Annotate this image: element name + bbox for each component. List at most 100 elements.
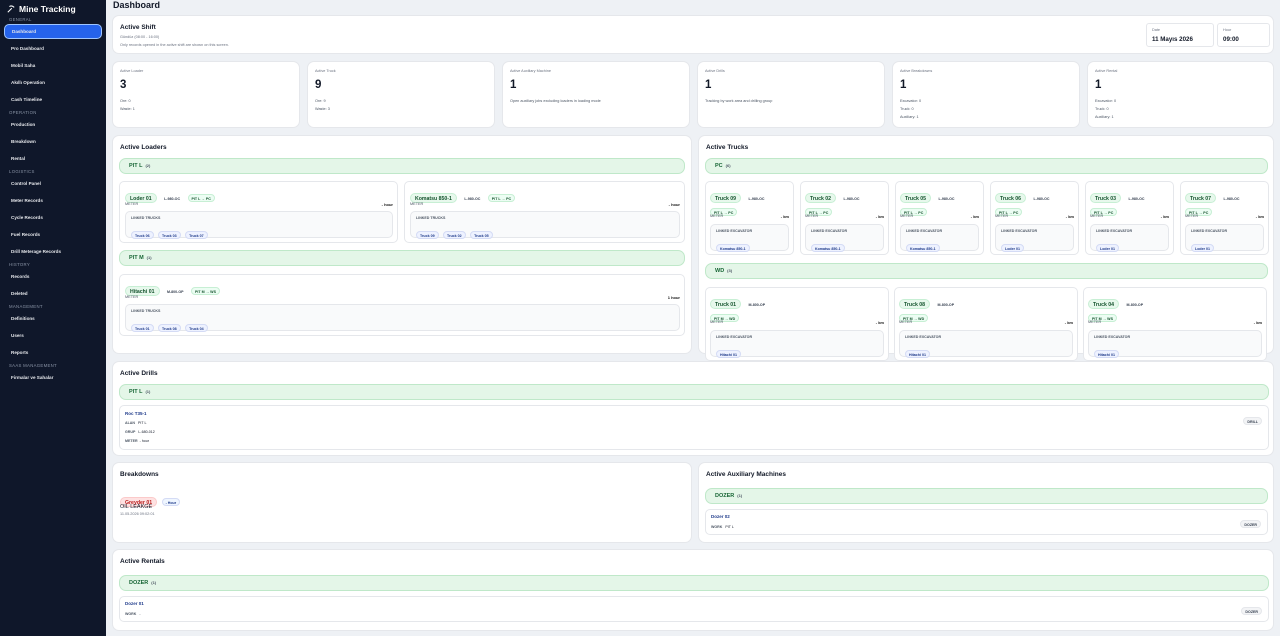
- sidebar-item-deleted[interactable]: Deleted: [11, 291, 28, 296]
- group-header-dozer[interactable]: DOZER (1): [705, 488, 1268, 504]
- linked-excavator-pill[interactable]: Loder 01: [1191, 244, 1214, 252]
- sidebar-item-production[interactable]: Production: [11, 122, 36, 127]
- meter-value: 1 hour: [667, 295, 680, 300]
- linked-truck-pill[interactable]: Truck 05: [470, 231, 493, 239]
- sidebar-item-breakdown[interactable]: Breakdown: [11, 139, 36, 144]
- group-name: PIT L: [129, 389, 143, 395]
- loader-model: L-980-OC: [464, 197, 481, 201]
- group-header-pc[interactable]: PC (6): [705, 158, 1268, 174]
- sidebar-item-fuel-records[interactable]: Fuel Records: [11, 232, 41, 237]
- breakdown-time: 11.05.2026 09:02:01: [120, 512, 155, 516]
- sidebar-item-firmalar[interactable]: Firmalar ve Sahalar: [11, 375, 54, 380]
- meter-label: METER: [125, 439, 138, 443]
- meter-value: - km: [1064, 320, 1073, 325]
- drill-name: Roc T35-1: [125, 411, 147, 416]
- linked-excavator-pill[interactable]: Hitachi 01: [716, 350, 741, 358]
- group-header-wd[interactable]: WD (3): [705, 263, 1268, 279]
- stat-line: Excavator: 0: [900, 99, 922, 103]
- meter-label: METER: [125, 202, 139, 206]
- area-label: ALAN: [125, 421, 135, 425]
- group-header-pit-l[interactable]: PIT L (1): [119, 384, 1269, 400]
- meter-value: - hour: [139, 439, 149, 443]
- work-value: PIT L: [725, 525, 734, 529]
- meter-label: METER: [710, 214, 724, 218]
- truck-card[interactable]: Truck 06 L-980-OC PIT L → PC METER - km LINK…: [990, 181, 1079, 255]
- linked-excavator-pill[interactable]: Hitachi 01: [1094, 350, 1119, 358]
- linked-truck-pill[interactable]: Truck 08: [158, 324, 181, 332]
- linked-truck-pill[interactable]: Truck 01: [131, 324, 154, 332]
- linked-excavator-pill[interactable]: Hitachi 01: [905, 350, 930, 358]
- sidebar-item-records[interactable]: Records: [11, 274, 30, 279]
- linked-truck-pill[interactable]: Truck 06: [131, 231, 154, 239]
- truck-card[interactable]: Truck 07 L-980-OC PIT L → PC METER - km LINK…: [1180, 181, 1269, 255]
- truck-card[interactable]: Truck 03 L-980-OC PIT L → PC METER - km LINK…: [1085, 181, 1174, 255]
- loader-card[interactable]: Hitachi 01 M-800-OP PIT M → WS METER 1 h…: [119, 274, 685, 336]
- truck-card[interactable]: Truck 08 M-800-OP PIT M → WD METER - km LINK…: [894, 287, 1078, 361]
- drill-card[interactable]: Roc T35-1 DRILL ALAN PIT L GRUP L-680-01…: [119, 405, 1269, 450]
- sidebar-item-pro-dashboard[interactable]: Pro Dashboard: [11, 46, 44, 51]
- breakdowns-card: Breakdowns Greyder 01 - Hour OIL LEAKGE …: [112, 462, 692, 543]
- stat-card-active-rental[interactable]: Active Rental 1 Excavator: 0 Truck: 0 Au…: [1087, 61, 1274, 128]
- sidebar-item-control-panel[interactable]: Control Panel: [11, 181, 41, 186]
- stat-line: Waste: 1: [120, 107, 135, 111]
- date-box: Date 11 Mayıs 2026: [1146, 23, 1214, 47]
- truck-card[interactable]: Truck 01 M-800-OP PIT M → WD METER - km LINK…: [705, 287, 889, 361]
- linked-excavator-box: LINKED EXCAVATOR Hitachi 01: [1088, 330, 1262, 358]
- sidebar-item-drill-meterage[interactable]: Drill Meterage Records: [11, 249, 62, 254]
- truck-card[interactable]: Truck 04 M-800-OP PIT M → WS METER - km LINK…: [1083, 287, 1267, 361]
- breakdown-desc: OIL LEAKGE: [120, 504, 153, 510]
- group-header-dozer[interactable]: DOZER (1): [119, 575, 1269, 591]
- linked-excavator-pill[interactable]: Komatsu 850-1: [716, 244, 750, 252]
- sidebar-item-mobil-saha[interactable]: Mobil Saha: [11, 63, 36, 68]
- stat-card-active-breakdowns[interactable]: Active Breakdowns 1 Excavator: 0 Truck: …: [892, 61, 1080, 128]
- sidebar-item-akilli-operation[interactable]: Akıllı Operation: [11, 80, 45, 85]
- linked-excavator-box: LINKED EXCAVATOR Komatsu 850-1: [900, 224, 979, 252]
- linked-truck-pill[interactable]: Truck 04: [185, 324, 208, 332]
- rental-card[interactable]: Dozer 01 DOZER WORK -: [119, 596, 1269, 622]
- loader-card[interactable]: Loder 01 L-980-OC PIT L → PC METER - hou…: [119, 181, 398, 243]
- meter-value: - km: [1255, 214, 1264, 219]
- sidebar-item-reports[interactable]: Reports: [11, 350, 29, 355]
- sidebar-item-meter-records[interactable]: Meter Records: [11, 198, 43, 203]
- linked-truck-pill[interactable]: Truck 09: [416, 231, 439, 239]
- sidebar-item-definitions[interactable]: Definitions: [11, 316, 35, 321]
- stat-card-active-aux[interactable]: Active Auxiliary Machine 1 Open auxiliar…: [502, 61, 690, 128]
- linked-excavator-pill[interactable]: Loder 01: [1096, 244, 1119, 252]
- linked-excavator-label: LINKED EXCAVATOR: [905, 335, 942, 339]
- sidebar-item-cycle-records[interactable]: Cycle Records: [11, 215, 43, 220]
- linked-excavator-pill[interactable]: Komatsu 850-1: [906, 244, 940, 252]
- sidebar-item-cash-timeline[interactable]: Cash Timeline: [11, 97, 43, 102]
- truck-card[interactable]: Truck 02 L-980-OC PIT L → PC METER - km LINK…: [800, 181, 889, 255]
- stat-line: Open auxiliary jobs excluding loaders in…: [510, 99, 601, 103]
- linked-excavator-pill[interactable]: Komatsu 850-1: [811, 244, 845, 252]
- linked-excavator-pill[interactable]: Loder 01: [1001, 244, 1024, 252]
- stat-line: Auxiliary: 1: [900, 115, 919, 119]
- stat-value: 1: [900, 79, 907, 91]
- group-count: (2): [145, 163, 151, 168]
- stat-card-active-drills[interactable]: Active Drills 1 Tracking by work area an…: [697, 61, 885, 128]
- group-header-pit-l[interactable]: PIT L (2): [119, 158, 685, 174]
- stat-card-active-truck[interactable]: Active Truck 9 Ore: 9 Waste: 3: [307, 61, 495, 128]
- sidebar-item-rental[interactable]: Rental: [11, 156, 26, 161]
- linked-truck-pill[interactable]: Truck 03: [158, 231, 181, 239]
- stat-card-active-loader[interactable]: Active Loader 3 Ore: 0 Waste: 1: [112, 61, 300, 128]
- section-operation: OPERATION: [9, 110, 37, 115]
- meter-value: - km: [875, 214, 884, 219]
- linked-trucks-label: LINKED TRUCKS: [131, 309, 161, 313]
- linked-truck-pill[interactable]: Truck 02: [443, 231, 466, 239]
- loader-route: PIT L → PC: [487, 194, 516, 202]
- sidebar-item-dashboard[interactable]: Dashboard: [4, 24, 102, 39]
- sidebar-item-users[interactable]: Users: [11, 333, 24, 338]
- app-brand[interactable]: Mine Tracking: [4, 3, 102, 15]
- loader-card[interactable]: Komatsu 850-1 L-980-OC PIT L → PC METER …: [404, 181, 685, 243]
- area-value: PIT L: [137, 421, 147, 425]
- section-title: Active Auxiliary Machines: [706, 471, 786, 478]
- truck-card[interactable]: Truck 09 L-980-OC PIT L → PC METER - km LINK…: [705, 181, 794, 255]
- group-header-pit-m[interactable]: PIT M (1): [119, 250, 685, 266]
- truck-route: PIT L → PC: [710, 208, 738, 216]
- linked-truck-pill[interactable]: Truck 07: [185, 231, 208, 239]
- section-history: HISTORY: [9, 262, 31, 267]
- group-count: (1): [145, 389, 151, 394]
- aux-machine-card[interactable]: Dozer 02 DOZER WORK PIT L: [705, 509, 1268, 535]
- truck-card[interactable]: Truck 05 L-980-OC PIT L → PC METER - km LINK…: [895, 181, 984, 255]
